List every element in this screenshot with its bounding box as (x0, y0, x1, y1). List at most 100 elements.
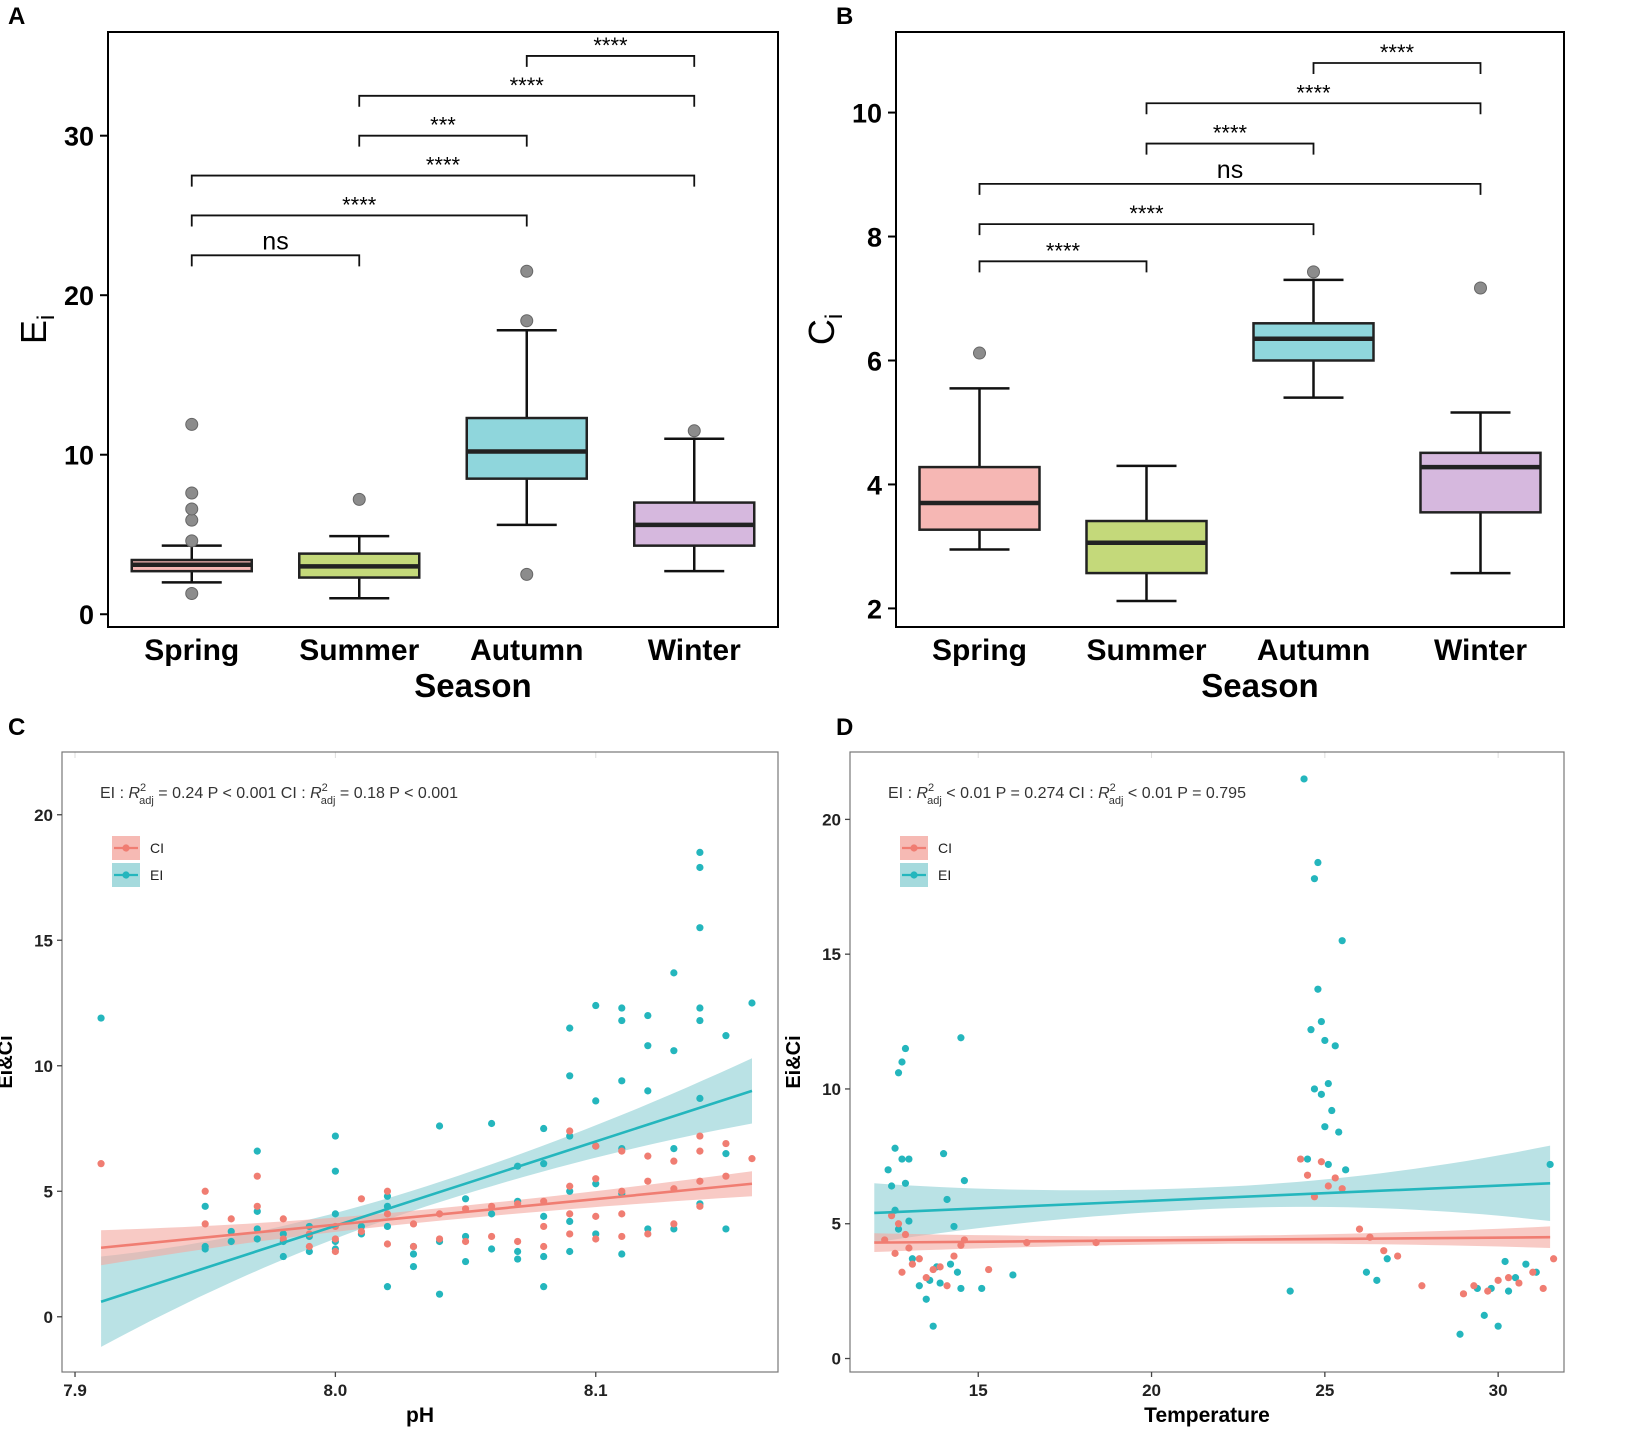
data-point-ei (884, 1166, 892, 1174)
data-point-ci (1494, 1276, 1502, 1284)
data-point-ci (1324, 1182, 1332, 1190)
data-point-ei (748, 999, 756, 1007)
data-point-ci (618, 1187, 626, 1195)
data-point-ei (566, 1187, 574, 1195)
legend-dot-ei (910, 871, 918, 879)
box-winter (1419, 451, 1542, 514)
legend-label-ei: EI (150, 867, 163, 883)
data-point-ci (936, 1263, 944, 1271)
data-point-ci (644, 1177, 652, 1185)
data-point-ci (1394, 1252, 1402, 1260)
data-point-ei (488, 1119, 496, 1128)
data-point-ei (1342, 1166, 1350, 1174)
x-category-label: Winter (1434, 634, 1527, 667)
data-point-ei (331, 1210, 339, 1218)
x-tick-label: 8.1 (584, 1381, 608, 1400)
confidence-band-ci (101, 1171, 753, 1266)
y-tick-label: 20 (34, 806, 53, 825)
data-point-ci (1303, 1171, 1312, 1179)
panel-letter-b: B (836, 3, 853, 30)
data-point-ei (1480, 1311, 1488, 1319)
data-point-ei (253, 1147, 261, 1155)
outlier-point (185, 534, 199, 548)
data-point-ei (1331, 1042, 1339, 1050)
data-point-ei (1546, 1160, 1554, 1169)
data-point-ci (898, 1268, 906, 1276)
data-point-ei (1314, 858, 1322, 867)
y-tick-label: 30 (64, 122, 94, 152)
data-point-ci (227, 1215, 235, 1223)
data-point-ci (357, 1227, 366, 1236)
data-point-ei (383, 1192, 392, 1200)
data-point-ei (696, 924, 704, 932)
outlier-point (185, 417, 199, 431)
data-point-ei (409, 1250, 418, 1258)
data-point-ei (566, 1247, 574, 1256)
data-point-ei (953, 1268, 962, 1276)
legend-label-ei: EI (938, 867, 951, 883)
y-tick-label: 8 (867, 223, 882, 253)
data-point-ei (1522, 1260, 1530, 1268)
x-tick-label: 25 (1315, 1381, 1334, 1400)
data-point-ci (1515, 1279, 1523, 1287)
data-point-ei (901, 1044, 910, 1053)
data-point-ei (618, 1250, 626, 1258)
data-point-ei (331, 1132, 339, 1140)
data-point-ei (670, 1225, 678, 1233)
data-point-ci (722, 1172, 730, 1180)
data-point-ei (1494, 1322, 1502, 1330)
data-point-ei (1335, 1128, 1343, 1136)
y-tick-label: 0 (79, 600, 94, 630)
data-point-ei (201, 1245, 209, 1253)
legend-dot-ci (122, 844, 130, 852)
data-point-ei (618, 1004, 626, 1012)
data-point-ei (1303, 1155, 1312, 1163)
data-point-ci (201, 1220, 209, 1228)
x-category-label: Summer (1086, 634, 1206, 667)
significance-bracket (1312, 62, 1482, 74)
data-point-ei (488, 1210, 496, 1218)
outlier-point (185, 502, 199, 516)
fit-line-ei (874, 1182, 1551, 1215)
data-point-ei (939, 1150, 948, 1158)
data-point-ci (592, 1235, 600, 1243)
data-point-ei (227, 1237, 235, 1246)
data-point-ei (357, 1222, 366, 1231)
significance-bracket (978, 182, 1482, 195)
data-point-ei (898, 1058, 906, 1066)
outlier-point (1474, 281, 1487, 295)
data-point-ei (1501, 1257, 1509, 1266)
data-point-ci (1470, 1282, 1478, 1290)
data-point-ci (331, 1247, 339, 1256)
y-tick-label: 20 (64, 281, 94, 311)
data-point-ci (887, 1212, 896, 1220)
outlier-point (185, 587, 199, 601)
data-point-ci (943, 1282, 951, 1290)
significance-label: **** (1129, 201, 1164, 226)
fit-line-ci (874, 1235, 1551, 1244)
data-point-ci (891, 1249, 899, 1257)
data-point-ei (1321, 1123, 1329, 1131)
data-point-ci (409, 1220, 418, 1228)
data-point-ei (253, 1235, 261, 1243)
panel-letter-d: D (836, 714, 853, 741)
outlier-point (352, 492, 366, 506)
panel-letter-a: A (8, 3, 25, 30)
significance-label: *** (430, 113, 456, 138)
data-point-ci (540, 1242, 548, 1251)
data-point-ci (1331, 1174, 1339, 1182)
y-tick-label: 15 (822, 945, 841, 964)
data-point-ei (253, 1225, 261, 1233)
plot-frame-d (849, 751, 1565, 1373)
data-point-ci (644, 1230, 652, 1238)
data-point-ci (540, 1222, 548, 1231)
data-point-ei (1307, 1026, 1315, 1034)
box-autumn (465, 416, 588, 480)
y-tick-label: 15 (34, 931, 53, 950)
x-category-label: Autumn (1257, 634, 1370, 667)
data-point-ci (514, 1237, 522, 1246)
data-point-ei (1504, 1287, 1513, 1295)
data-point-ei (1310, 1085, 1319, 1093)
data-point-ei (305, 1247, 313, 1256)
